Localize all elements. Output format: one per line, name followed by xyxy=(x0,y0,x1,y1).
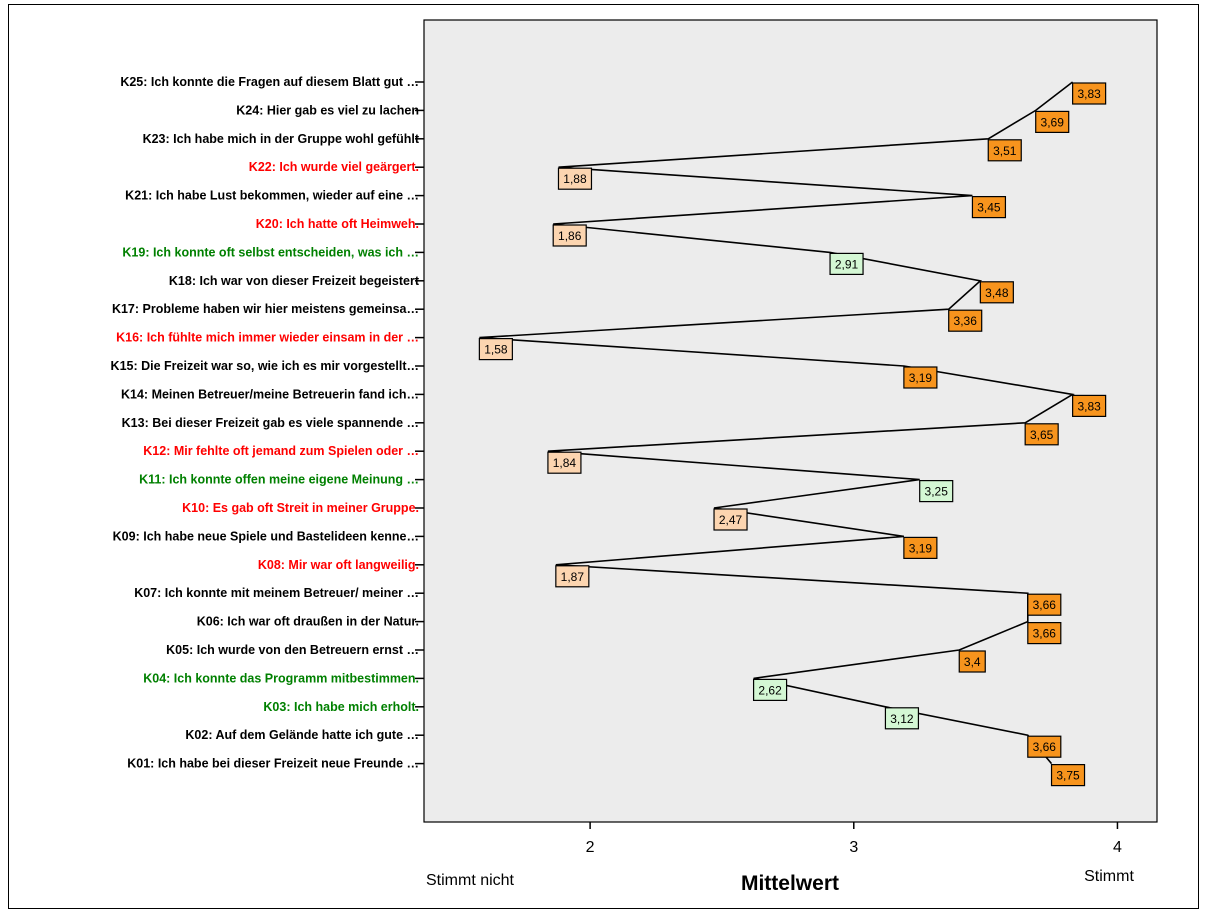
data-label: 3,4 xyxy=(964,655,981,669)
data-label: 1,87 xyxy=(561,570,585,584)
data-label: 3,19 xyxy=(909,541,933,555)
plot-area xyxy=(423,19,1158,823)
data-point-box xyxy=(552,224,587,247)
data-point-box xyxy=(1035,110,1070,134)
item-label: K08: Mir war oft langweilig. xyxy=(258,558,419,572)
item-label: K23: Ich habe mich in der Gruppe wohl ge… xyxy=(143,132,420,146)
data-point-box xyxy=(884,707,920,730)
data-point-box xyxy=(752,678,788,702)
x-right-anchor-label: Stimmt xyxy=(1084,868,1134,885)
data-label: 3,65 xyxy=(1030,428,1054,442)
x-tick-label: 4 xyxy=(1113,839,1122,856)
data-point-box xyxy=(1072,394,1107,417)
data-label: 3,83 xyxy=(1077,87,1101,101)
data-label: 1,84 xyxy=(553,456,577,470)
data-label: 3,69 xyxy=(1041,115,1065,129)
x-tick-label: 3 xyxy=(849,839,858,856)
item-label: K09: Ich habe neue Spiele und Bastelidee… xyxy=(113,529,419,543)
data-label: 3,51 xyxy=(993,144,1017,158)
data-label: 1,86 xyxy=(558,229,582,243)
data-point-box xyxy=(1027,735,1062,758)
x-left-anchor-label: Stimmt nicht xyxy=(426,872,515,889)
item-label: K14: Meinen Betreuer/meine Betreuerin fa… xyxy=(121,387,419,401)
data-point-box xyxy=(555,565,590,588)
data-point-box xyxy=(979,281,1014,304)
data-label: 3,25 xyxy=(925,485,949,499)
item-label: K15: Die Freizeit war so, wie ich es mir… xyxy=(111,359,419,373)
data-point-box xyxy=(948,309,983,332)
data-label: 2,47 xyxy=(719,513,743,527)
data-label: 3,48 xyxy=(985,286,1009,300)
data-label: 3,45 xyxy=(977,201,1001,215)
data-point-box xyxy=(713,508,748,531)
data-label: 3,12 xyxy=(890,712,914,726)
item-label: K16: Ich fühlte mich immer wieder einsam… xyxy=(116,331,419,345)
data-point-box xyxy=(547,451,582,474)
data-point-box xyxy=(478,338,513,361)
item-label: K25: Ich konnte die Fragen auf diesem Bl… xyxy=(120,75,419,89)
data-point-box xyxy=(1072,82,1107,105)
item-label: K01: Ich habe bei dieser Freizeit neue F… xyxy=(127,757,419,771)
item-label: K12: Mir fehlte oft jemand zum Spielen o… xyxy=(143,444,419,458)
data-label: 3,36 xyxy=(954,314,978,328)
profile-line xyxy=(479,81,1075,765)
data-label: 3,75 xyxy=(1056,769,1080,783)
data-point-box xyxy=(919,480,954,503)
data-point-box xyxy=(903,536,938,560)
data-point-box xyxy=(987,139,1022,162)
item-label: K24: Hier gab es viel zu lachen xyxy=(236,103,419,117)
data-label: 3,66 xyxy=(1033,740,1057,754)
item-label: K02: Auf dem Gelände hatte ich gute … xyxy=(185,728,419,742)
item-label: K04: Ich konnte das Programm mitbestimme… xyxy=(143,671,419,685)
item-label: K07: Ich konnte mit meinem Betreuer/ mei… xyxy=(134,586,419,600)
data-label: 1,58 xyxy=(484,343,508,357)
item-label: K20: Ich hatte oft Heimweh. xyxy=(256,217,419,231)
data-label: 2,62 xyxy=(758,683,782,697)
data-point-box xyxy=(1027,621,1062,645)
item-label: K05: Ich wurde von den Betreuern ernst … xyxy=(166,643,419,657)
data-label: 3,19 xyxy=(909,371,933,385)
data-label: 2,91 xyxy=(835,257,859,271)
data-point-box xyxy=(903,366,938,389)
data-point-box xyxy=(1027,593,1062,616)
item-label: K17: Probleme haben wir hier meistens ge… xyxy=(112,302,419,316)
item-label: K11: Ich konnte offen meine eigene Meinu… xyxy=(139,473,419,487)
data-point-box xyxy=(829,252,864,275)
item-label: K21: Ich habe Lust bekommen, wieder auf … xyxy=(125,189,419,203)
data-point-box xyxy=(557,167,593,190)
item-label: K03: Ich habe mich erholt. xyxy=(263,700,419,714)
data-label: 3,66 xyxy=(1033,598,1057,612)
data-point-box xyxy=(1024,423,1059,446)
item-label: K19: Ich konnte oft selbst entscheiden, … xyxy=(122,245,419,259)
data-label: 3,66 xyxy=(1033,627,1057,641)
x-tick-label: 2 xyxy=(586,839,595,856)
data-point-box xyxy=(958,650,986,673)
item-label: K22: Ich wurde viel geärgert. xyxy=(249,160,419,174)
x-axis-title: Mittelwert xyxy=(741,872,839,895)
item-label: K06: Ich war oft draußen in der Natur. xyxy=(197,615,419,629)
data-point-box xyxy=(1050,763,1086,787)
data-point-box xyxy=(971,196,1007,219)
data-label: 3,83 xyxy=(1077,399,1101,413)
item-label: K18: Ich war von dieser Freizeit begeist… xyxy=(169,274,420,288)
data-label: 1,88 xyxy=(563,172,587,186)
item-label: K13: Bei dieser Freizeit gab es viele sp… xyxy=(122,416,419,430)
item-label: K10: Es gab oft Streit in meiner Gruppe. xyxy=(182,501,419,515)
